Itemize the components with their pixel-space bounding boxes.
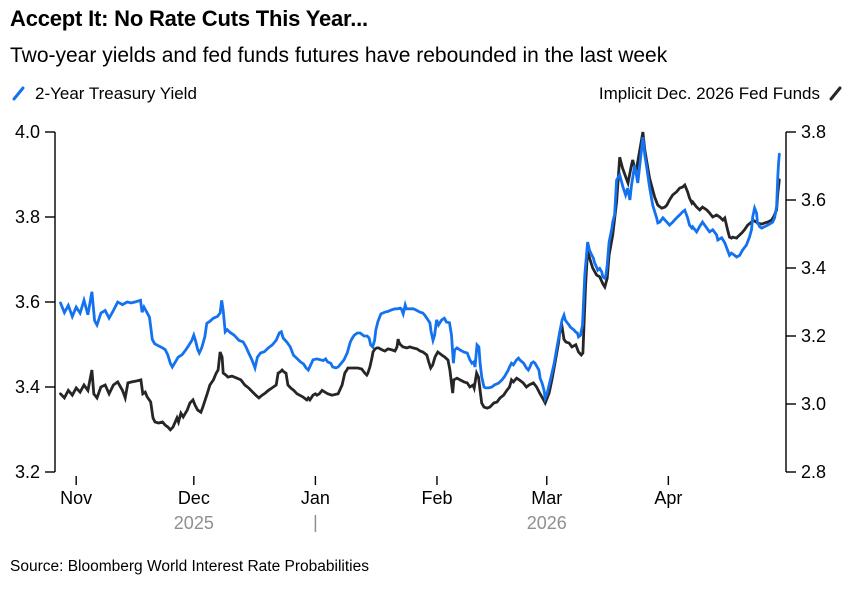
series-line-fed-funds [59, 131, 781, 432]
left-axis-tick-label: 4.0 [15, 122, 40, 142]
right-axis-tick-label: 3.8 [801, 122, 826, 142]
legend-label-fed-funds: Implicit Dec. 2026 Fed Funds [598, 84, 820, 103]
year-label: 2026 [527, 513, 567, 533]
series-line-treasury-yield [59, 136, 781, 404]
blue-slash-icon [12, 86, 25, 101]
month-label: Dec [178, 488, 210, 508]
month-label: Mar [531, 488, 562, 508]
blue-slash-line [12, 86, 25, 101]
left-axis-tick-label: 3.4 [15, 377, 40, 397]
month-label: Jan [301, 488, 330, 508]
right-axis-tick-label: 3.4 [801, 258, 826, 278]
left-axis-tick-label: 3.2 [15, 462, 40, 482]
legend-item-fed-funds: Implicit Dec. 2026 Fed Funds [599, 84, 845, 104]
right-axis-tick-label: 3.0 [801, 394, 826, 414]
year-label: 2025 [174, 513, 214, 533]
source-note: Source: Bloomberg World Interest Rate Pr… [10, 558, 369, 575]
legend-item-treasury-yield: 2-Year Treasury Yield [10, 84, 197, 104]
page-title: Accept It: No Rate Cuts This Year... [10, 6, 368, 31]
right-axis-tick-label: 3.6 [801, 190, 826, 210]
month-label: Nov [60, 488, 92, 508]
black-slash-line [829, 86, 842, 101]
right-axis-tick-label: 2.8 [801, 462, 826, 482]
left-axis-tick-label: 3.6 [15, 292, 40, 312]
month-label: Feb [421, 488, 452, 508]
left-axis-tick-label: 3.8 [15, 207, 40, 227]
legend-label-treasury-yield: 2-Year Treasury Yield [35, 84, 197, 103]
legend: 2-Year Treasury Yield Implicit Dec. 2026… [10, 84, 845, 104]
month-label: Apr [654, 488, 682, 508]
chart-subtitle: Two-year yields and fed funds futures ha… [10, 44, 668, 67]
black-slash-icon [829, 86, 842, 101]
right-axis-tick-label: 3.2 [801, 326, 826, 346]
